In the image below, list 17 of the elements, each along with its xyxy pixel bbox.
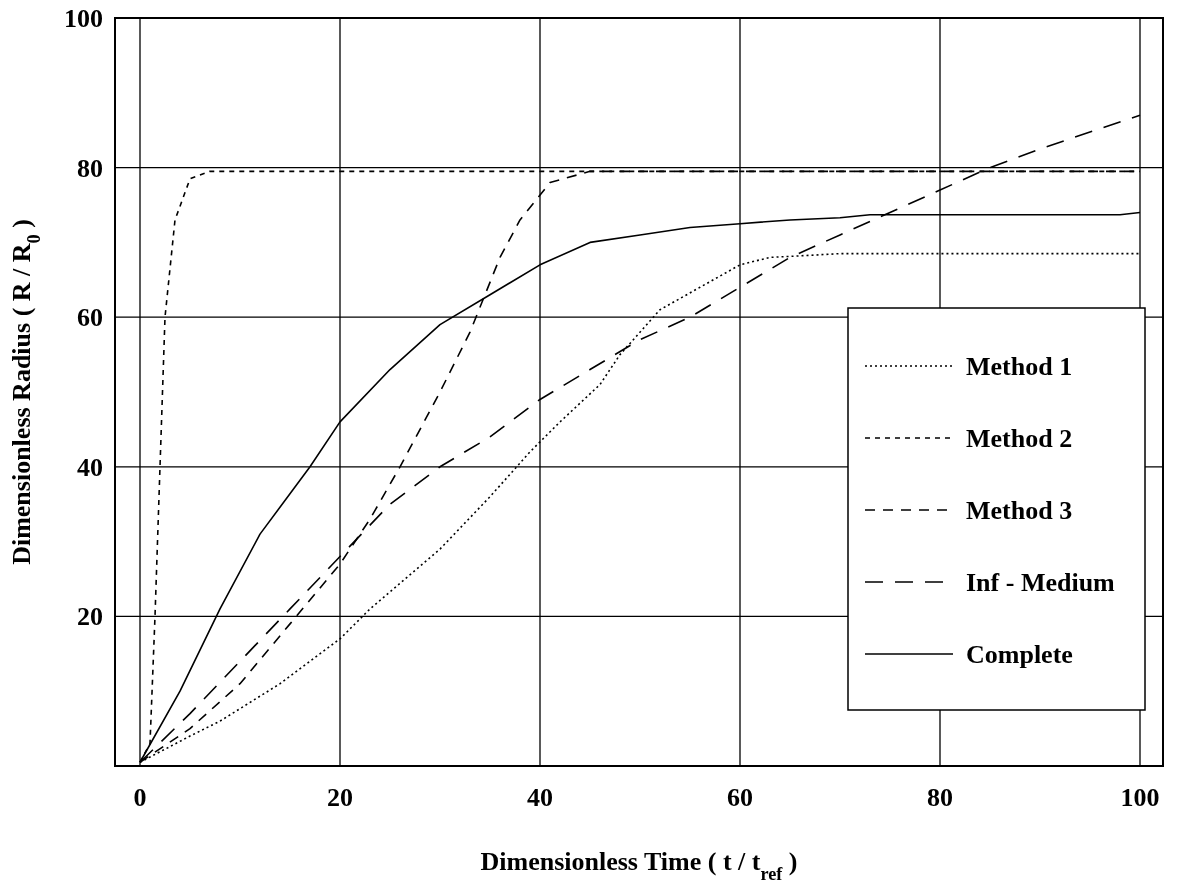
y-tick-label: 20 bbox=[77, 602, 103, 632]
y-tick-label: 80 bbox=[77, 153, 103, 183]
x-tick-label: 40 bbox=[527, 783, 553, 812]
x-tick-label: 60 bbox=[727, 783, 753, 812]
x-tick-label: 20 bbox=[327, 783, 353, 812]
x-axis-title: Dimensionless Time ( t / t$_{ref}$ ) bbox=[480, 847, 798, 884]
y-tick-label: 40 bbox=[77, 452, 103, 482]
x-tick-label: 80 bbox=[927, 783, 953, 812]
x-tick-label: 0 bbox=[133, 783, 147, 812]
legend-label: Method 3 bbox=[966, 496, 1073, 525]
legend-label: Method 1 bbox=[966, 352, 1073, 381]
legend-label: Complete bbox=[966, 640, 1073, 669]
legend-label: Inf - Medium bbox=[966, 568, 1116, 597]
y-tick-label: 100 bbox=[64, 4, 103, 33]
y-tick-label: 60 bbox=[77, 303, 103, 333]
legend-label: Method 2 bbox=[966, 424, 1073, 453]
x-tick-label: 100 bbox=[1120, 783, 1160, 812]
